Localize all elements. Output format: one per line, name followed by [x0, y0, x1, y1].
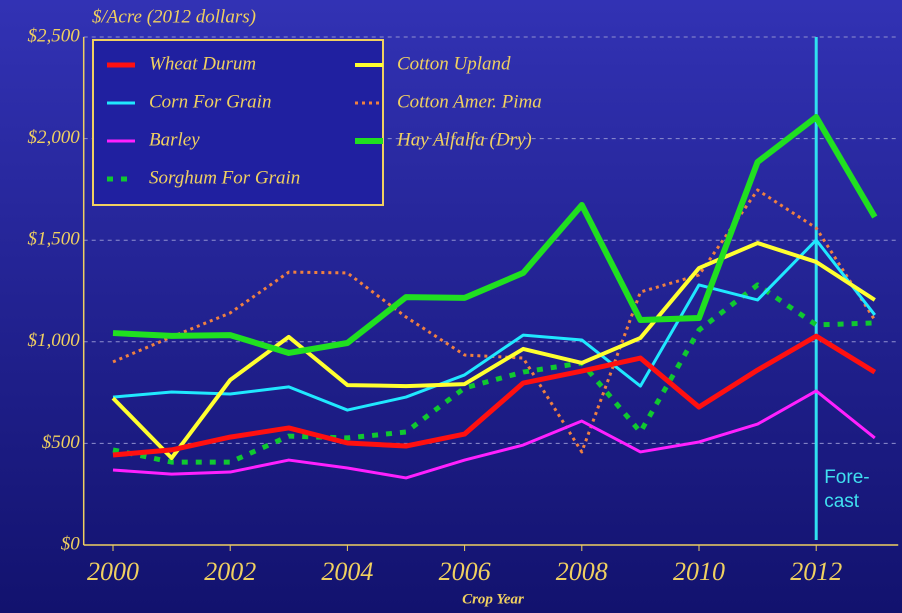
legend-label: Sorghum For Grain — [149, 167, 300, 188]
y-tick-label: $1,500 — [27, 229, 80, 250]
x-tick-label: 2004 — [321, 557, 373, 586]
x-tick-label: 2000 — [87, 557, 139, 586]
x-tick-label: 2008 — [556, 557, 608, 586]
legend-label: Barley — [149, 129, 200, 150]
legend: Wheat Durum Cotton Upland Corn For Grain Co… — [92, 39, 542, 206]
y-tick-label: $0 — [61, 533, 81, 554]
forecast-label: cast — [824, 491, 860, 512]
forecast-label: Fore- — [824, 467, 869, 488]
x-axis-label: Crop Year — [462, 591, 524, 607]
legend-box — [92, 39, 384, 206]
legend-label: Corn For Grain — [149, 91, 271, 112]
y-tick-label: $2,000 — [27, 127, 80, 148]
legend-label: Wheat Durum — [149, 53, 256, 74]
series-line — [111, 241, 876, 461]
series-line — [112, 282, 875, 465]
series-line — [112, 238, 876, 412]
x-tick-label: 2002 — [204, 557, 256, 586]
x-tick-label: 2012 — [790, 557, 842, 586]
series-line — [112, 114, 878, 356]
series-line — [112, 389, 876, 480]
y-tick-label: $2,500 — [27, 25, 80, 46]
legend-label: Cotton Upland — [397, 53, 511, 74]
y-axis-label: $/Acre (2012 dollars) — [92, 6, 256, 27]
series-line — [112, 333, 877, 458]
y-tick-label: $500 — [42, 432, 81, 453]
legend-label: Hay Alfalfa (Dry) — [396, 129, 532, 150]
legend-label: Cotton Amer. Pima — [397, 91, 542, 112]
x-tick-label: 2006 — [439, 557, 491, 586]
y-tick-label: $1,000 — [27, 330, 80, 351]
x-tick-label: 2010 — [673, 557, 725, 586]
